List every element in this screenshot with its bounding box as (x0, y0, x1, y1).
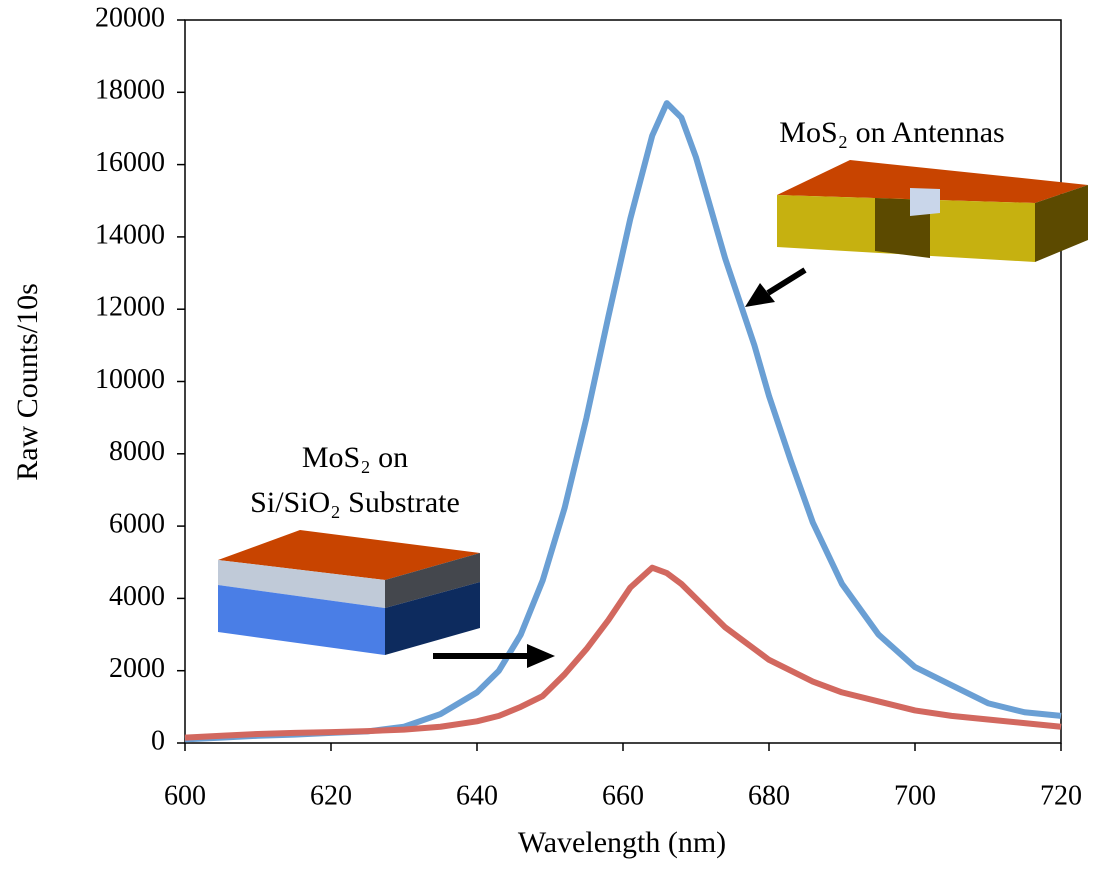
y-tick-label: 6000 (109, 509, 165, 540)
arrows (433, 267, 807, 668)
x-tick-label: 620 (310, 780, 352, 811)
x-tick-label: 660 (602, 780, 644, 811)
y-tick-label: 0 (151, 725, 165, 756)
substrate-illustration (218, 530, 480, 655)
y-tick-label: 16000 (95, 147, 165, 178)
x-tick-label: 700 (894, 780, 936, 811)
annotation: MoS₂ on (302, 441, 408, 474)
x-tick-label: 600 (164, 780, 206, 811)
y-tick-label: 2000 (109, 653, 165, 684)
y-axis-title: Raw Counts/10s (11, 283, 44, 481)
x-tick-label: 720 (1040, 780, 1082, 811)
annotation: MoS₂ on Antennas (779, 116, 1004, 149)
antenna-illustration (777, 160, 1088, 262)
x-tick-label: 680 (748, 780, 790, 811)
annotation: Si/SiO₂ Substrate (250, 486, 460, 519)
y-tick-label: 8000 (109, 436, 165, 467)
y-tick-label: 4000 (109, 581, 165, 612)
x-tick-label: 640 (456, 780, 498, 811)
x-axis-title: Wavelength (nm) (518, 826, 726, 859)
y-tick-label: 18000 (95, 75, 165, 106)
data-line (184, 564, 1062, 741)
y-tick-label: 12000 (95, 292, 165, 323)
y-tick-label: 20000 (95, 2, 165, 33)
y-tick-label: 10000 (95, 364, 165, 395)
y-tick-label: 14000 (95, 219, 165, 250)
